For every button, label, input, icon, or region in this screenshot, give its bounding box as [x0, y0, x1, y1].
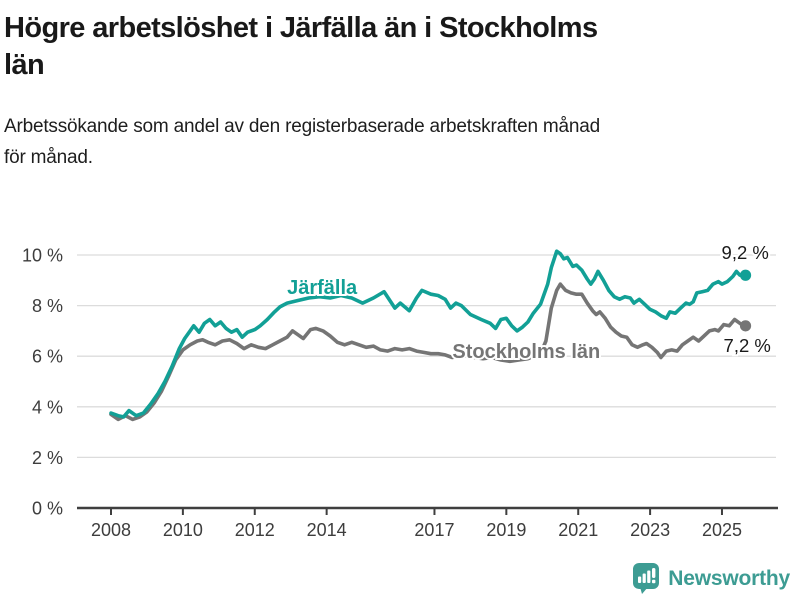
subtitle-line-2: för månad. [4, 147, 93, 168]
series-end-value-label: 9,2 % [722, 242, 769, 263]
y-tick-label: 10 % [22, 246, 63, 266]
series-end-dot [739, 269, 752, 281]
y-tick-label: 8 % [32, 296, 63, 316]
x-tick-label: 2017 [414, 520, 454, 540]
x-tick-label: 2023 [630, 520, 670, 540]
x-tick-label: 2019 [486, 520, 526, 540]
subtitle-line-1: Arbetssökande som andel av den registerb… [4, 116, 601, 137]
title-line-1: Högre arbetslöshet i Järfälla än i Stock… [4, 12, 598, 44]
brand-name: Newsworthy [668, 566, 790, 590]
x-tick-label: 2010 [163, 520, 203, 540]
gridlines [77, 254, 776, 459]
series-label: Järfälla [287, 277, 358, 299]
series-jarfalla: Järfälla 9,2 % [109, 240, 771, 419]
y-tick-label: 4 % [32, 397, 63, 417]
series-end-value-label: 7,2 % [724, 335, 771, 356]
x-axis: 2008 2010 2012 2014 2017 2019 2021 2023 2025 [77, 506, 778, 540]
newsworthy-logo-icon [633, 563, 660, 594]
x-tick-label: 2008 [91, 520, 131, 540]
y-tick-label: 0 % [32, 499, 63, 519]
series-line [109, 282, 746, 422]
title-line-2: län [4, 49, 45, 81]
series-end-dot [739, 320, 752, 332]
x-tick-label: 2021 [558, 520, 598, 540]
chart-header: Högre arbetslöshet i Järfälla än i Stock… [0, 0, 800, 173]
series-line [109, 249, 746, 419]
line-chart: 2008 2010 2012 2014 2017 2019 2021 2023 2025 0 % 2… [22, 240, 778, 540]
page-title: Högre arbetslöshet i Järfälla än i Stock… [4, 10, 792, 84]
y-tick-label: 6 % [32, 347, 63, 367]
x-tick-label: 2025 [702, 520, 742, 540]
y-axis: 0 % 2 % 4 % 6 % 8 % 10 % [22, 246, 63, 519]
series-stockholms-lan: Stockholms län 7,2 % [109, 282, 773, 422]
chart-subtitle: Arbetssökande som andel av den registerb… [4, 111, 792, 173]
series-label: Stockholms län [452, 341, 600, 363]
x-tick-label: 2014 [307, 520, 347, 540]
x-tick-label: 2012 [235, 520, 275, 540]
y-tick-label: 2 % [32, 448, 63, 468]
brand-footer: Newsworthy [632, 562, 790, 595]
